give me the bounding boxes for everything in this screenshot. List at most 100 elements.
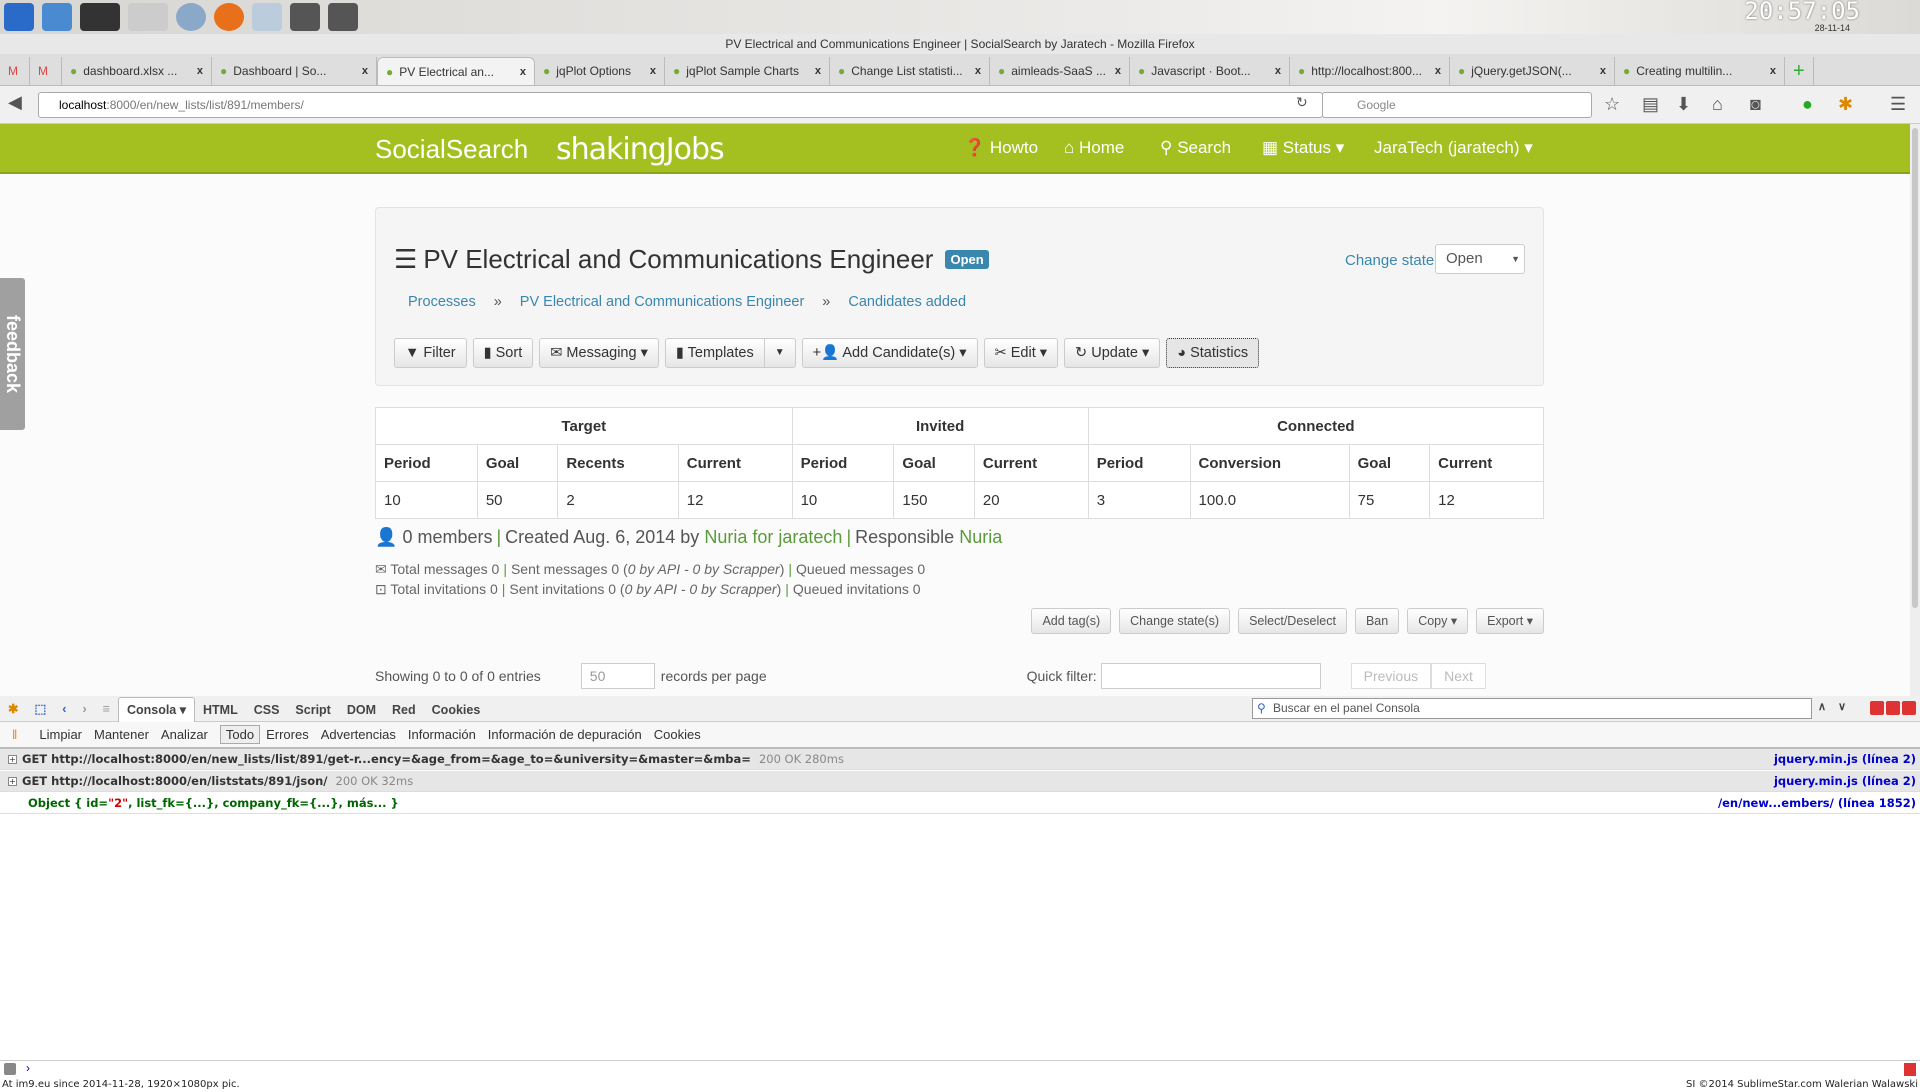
page-scrollbar[interactable] [1910, 124, 1920, 696]
close-tab-icon[interactable]: x [1769, 65, 1776, 77]
close-tab-icon[interactable]: x [196, 65, 203, 77]
bookmarks-list-icon[interactable]: ▤ [1642, 94, 1660, 114]
templates-dropdown-toggle[interactable]: ▼ [764, 338, 796, 368]
clear-icon[interactable] [1904, 1063, 1916, 1076]
home-icon[interactable]: ⌂ [1712, 94, 1723, 114]
console-command-line[interactable]: › [0, 1060, 1920, 1078]
console-log-row[interactable]: Object { id="2", list_fk={...}, company_… [0, 793, 1920, 814]
console-filter[interactable]: Analizar [160, 727, 208, 742]
kde-menu-icon[interactable] [4, 3, 34, 31]
shakingjobs-logo[interactable]: shakingJobs [556, 132, 725, 167]
add-candidates-button[interactable]: +👤 Add Candidate(s) ▾ [801, 338, 978, 368]
source-link[interactable]: jquery.min.js (línea 2) [1773, 774, 1916, 788]
minimize-icon[interactable] [1870, 701, 1884, 715]
close-tab-icon[interactable]: x [1599, 65, 1606, 77]
gmail-pinned-tab[interactable]: M [30, 57, 62, 85]
console-search-input[interactable]: ⚲ Buscar en el panel Consola [1252, 698, 1812, 719]
devtools-tab[interactable]: Red [392, 702, 416, 717]
quick-filter-input[interactable] [1100, 663, 1321, 689]
per-page-select[interactable]: 50 [580, 663, 655, 689]
statistics-button[interactable]: ◕ Statistics [1166, 338, 1260, 368]
desktop-pager-1[interactable] [80, 3, 120, 31]
console-filter[interactable]: Errores [266, 727, 309, 742]
nav-howto[interactable]: ❓ Howto [964, 138, 1038, 158]
change-states-button[interactable]: Change state(s) [1119, 608, 1231, 634]
devtools-tab[interactable]: HTML [203, 702, 238, 717]
change-state-label[interactable]: Change state [1345, 252, 1435, 269]
filter-button[interactable]: ▼ Filter [394, 338, 467, 368]
templates-button[interactable]: ▮ Templates [664, 338, 765, 368]
next-button[interactable]: Next [1431, 663, 1486, 689]
console-filter[interactable]: Cookies [653, 727, 701, 742]
browser-tab[interactable]: ● Change List statisti... x [830, 57, 990, 85]
sort-button[interactable]: ▮ Sort [472, 338, 534, 368]
copy-button[interactable]: Copy ▾ [1407, 608, 1469, 634]
detach-icon[interactable] [1886, 701, 1900, 715]
firefox-icon[interactable] [214, 3, 244, 31]
browser-tab[interactable]: ● Creating multilin... x [1615, 57, 1785, 85]
browser-tab[interactable]: ● jQuery.getJSON(... x [1450, 57, 1615, 85]
close-tab-icon[interactable]: x [814, 65, 821, 77]
scrollbar-thumb[interactable] [1912, 128, 1918, 608]
source-link[interactable]: jquery.min.js (línea 2) [1773, 752, 1916, 766]
edit-button[interactable]: ✂ Edit ▾ [983, 338, 1059, 368]
ban-button[interactable]: Ban [1354, 608, 1400, 634]
firebug-icon[interactable]: ✱ [8, 702, 19, 716]
break-on-errors-icon[interactable]: ‖ [12, 727, 18, 742]
sublime-text-icon[interactable] [328, 3, 358, 31]
nav-search[interactable]: ⚲ Search [1160, 138, 1231, 158]
extension-icon[interactable]: ● [1802, 94, 1813, 114]
back-icon[interactable]: ‹ [62, 701, 67, 716]
select-deselect-button[interactable]: Select/Deselect [1238, 608, 1347, 634]
download-icon[interactable]: ⬇ [1676, 94, 1692, 114]
menu-icon[interactable]: ☰ [1890, 94, 1907, 114]
console-filter[interactable]: Información [407, 727, 476, 742]
console-request-row[interactable]: + GET http://localhost:8000/en/liststats/… [0, 771, 1920, 792]
sublime-text-icon[interactable] [290, 3, 320, 31]
export-button[interactable]: Export ▾ [1476, 608, 1544, 634]
devtools-tab[interactable]: DOM [346, 702, 377, 717]
search-prev-icon[interactable]: ∧ [1818, 701, 1827, 713]
breadcrumb-processes[interactable]: Processes [408, 294, 476, 310]
close-tab-icon[interactable]: x [649, 65, 656, 77]
close-tab-icon[interactable]: x [361, 65, 368, 77]
browser-tab[interactable]: ● aimleads-SaaS ... x [990, 57, 1130, 85]
breadcrumb-list[interactable]: PV Electrical and Communications Enginee… [519, 294, 805, 310]
breadcrumb-candidates[interactable]: Candidates added [848, 294, 967, 310]
bookmark-star-icon[interactable]: ☆ [1604, 94, 1621, 114]
devtools-tab[interactable]: CSS [253, 702, 280, 717]
devtools-tab[interactable]: Consola ▾ [117, 696, 195, 722]
forward-icon[interactable]: › [82, 701, 87, 716]
new-tab-icon[interactable]: + [1785, 57, 1814, 85]
chromium-icon[interactable] [176, 3, 206, 31]
command-editor-icon[interactable]: ≡ [102, 701, 110, 716]
close-tab-icon[interactable]: x [1114, 65, 1121, 77]
update-button[interactable]: ↻ Update ▾ [1064, 338, 1161, 368]
console-filter[interactable]: Advertencias [320, 727, 396, 742]
expand-icon[interactable]: + [8, 755, 17, 764]
brand-link[interactable]: SocialSearch [375, 134, 529, 164]
browser-tab[interactable]: ● http://localhost:800... x [1290, 57, 1450, 85]
home-folder-icon[interactable] [42, 3, 72, 31]
url-bar[interactable]: localhost:8000/en/new_lists/list/891/mem… [38, 92, 1323, 118]
nav-status[interactable]: ▦ Status ▾ [1262, 138, 1344, 158]
inspect-icon[interactable]: ⬚ [34, 702, 47, 716]
gmail-pinned-tab[interactable]: M [0, 57, 30, 85]
nav-user-menu[interactable]: JaraTech (jaratech) ▾ [1374, 138, 1533, 157]
power-icon[interactable] [1902, 701, 1916, 715]
search-bar[interactable]: Google [1322, 92, 1592, 118]
desktop-pager-2[interactable] [128, 3, 168, 31]
browser-tab[interactable]: ● dashboard.xlsx ... x [62, 57, 212, 85]
console-filter[interactable]: Información de depuración [487, 727, 642, 742]
console-request-row[interactable]: + GET http://localhost:8000/en/new_lists/… [0, 749, 1920, 770]
browser-tab[interactable]: ● Dashboard | So... x [212, 57, 377, 85]
close-tab-icon[interactable]: x [974, 65, 981, 77]
console-filter[interactable]: Limpiar [39, 727, 82, 742]
file-cabinet-icon[interactable] [252, 3, 282, 31]
add-tags-button[interactable]: Add tag(s) [1031, 608, 1112, 634]
close-tab-icon[interactable]: x [1274, 65, 1281, 77]
devtools-tab[interactable]: Script [295, 702, 331, 717]
close-tab-icon[interactable]: x [1434, 65, 1441, 77]
back-icon[interactable]: ◀ [8, 92, 22, 112]
expand-icon[interactable]: + [8, 777, 17, 786]
